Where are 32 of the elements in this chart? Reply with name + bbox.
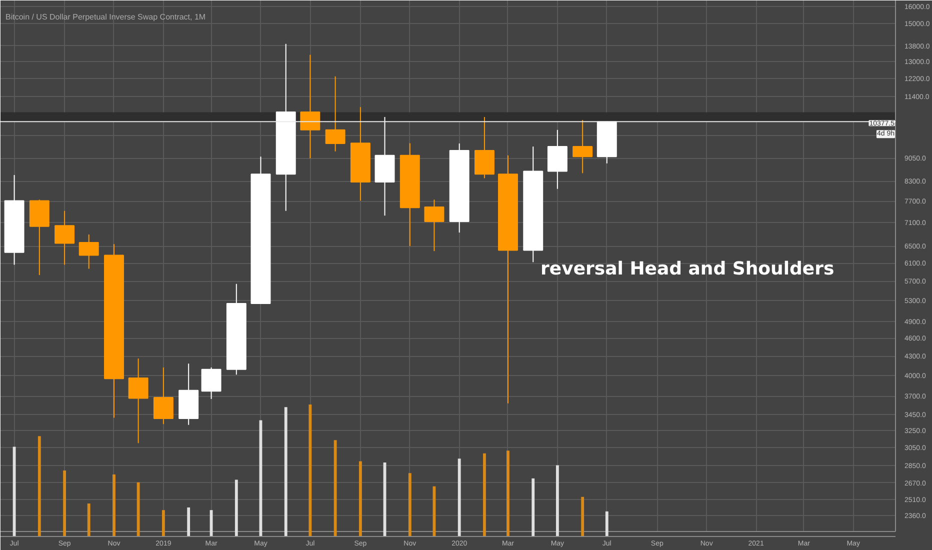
- candlestick: [128, 358, 148, 444]
- candlestick: [54, 210, 75, 266]
- bar: [605, 511, 608, 536]
- candlestick: [572, 120, 593, 174]
- text: Bitcoin / US Dollar Perpetual Inverse Swap Contract, 1M: [6, 12, 206, 22]
- bar: [187, 507, 190, 536]
- bar: [284, 407, 288, 536]
- candlestick: [300, 54, 320, 159]
- candlestick: [201, 366, 222, 400]
- bar: [532, 478, 535, 536]
- bar: [458, 458, 461, 536]
- candlestick: [78, 234, 99, 270]
- candlestick: [474, 116, 494, 179]
- bar: [63, 470, 66, 536]
- bar: [556, 465, 559, 536]
- bar: [87, 503, 90, 536]
- candlestick: [424, 199, 444, 252]
- bar: [112, 474, 116, 536]
- bar: [162, 510, 165, 536]
- bar: [506, 450, 510, 536]
- annotation: reversal Head and Shoulders: [540, 258, 834, 280]
- bar: [483, 453, 486, 536]
- candlestick: [325, 76, 346, 152]
- bar: [38, 436, 41, 536]
- bar: [234, 480, 238, 536]
- bar: [358, 461, 362, 536]
- bar: [581, 496, 584, 536]
- candlestick: [153, 366, 174, 425]
- bar: [408, 473, 412, 536]
- bar: [334, 440, 337, 536]
- bar: [136, 482, 140, 536]
- bar: [308, 404, 312, 536]
